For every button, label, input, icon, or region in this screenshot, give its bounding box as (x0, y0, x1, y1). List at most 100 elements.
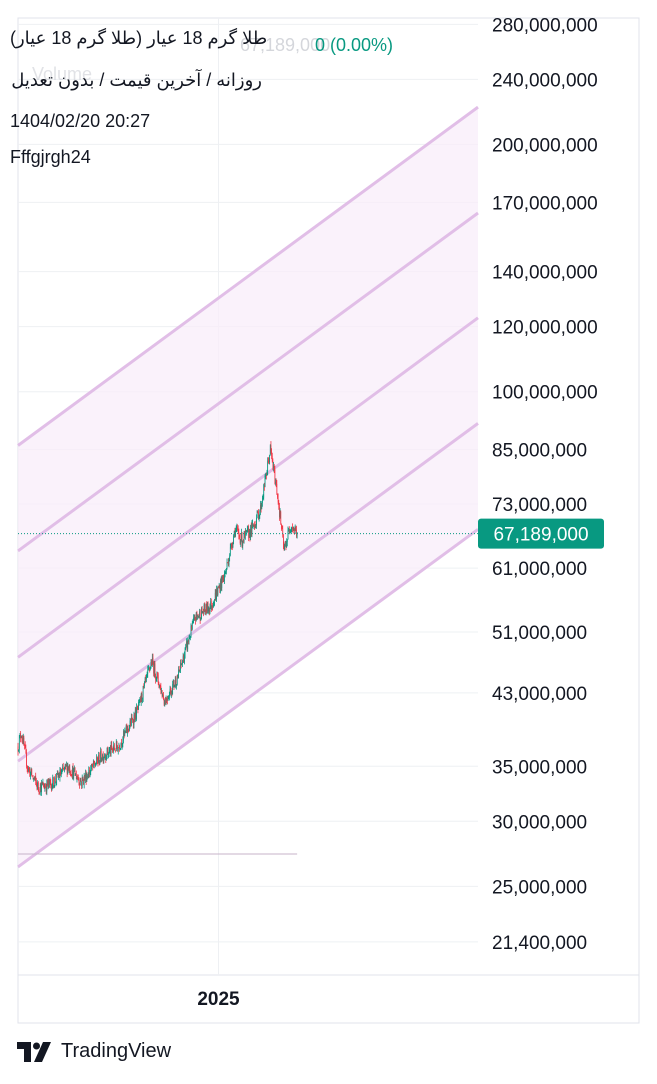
parallel-channel[interactable] (17, 105, 479, 869)
candle-body (285, 544, 287, 548)
candle-body (82, 777, 84, 780)
candle-body (181, 663, 183, 665)
candle-body (131, 717, 132, 726)
candle-body (49, 779, 50, 785)
candle-body (70, 772, 71, 774)
candle-body (251, 524, 253, 534)
candle-body (34, 778, 35, 780)
time-tick-label: 2025 (197, 989, 240, 1010)
candle-body (138, 701, 139, 710)
candle-body (161, 690, 163, 697)
candle-body (88, 770, 90, 778)
candle-body (26, 766, 28, 768)
candle-body (166, 697, 168, 700)
price-tick-label: 25,000,000 (492, 877, 587, 898)
candle-body (71, 775, 73, 776)
candle-body (281, 524, 282, 529)
candle-body (294, 528, 295, 531)
candle-body (161, 690, 162, 694)
candle-body (260, 504, 262, 509)
candle-body (112, 749, 114, 751)
candle-body (56, 773, 58, 782)
candle-body (264, 484, 265, 487)
channel-line (17, 105, 479, 447)
price-tick-label: 43,000,000 (492, 684, 587, 705)
candle-body (229, 547, 231, 556)
candle-body (197, 615, 199, 618)
candle-body (271, 455, 273, 462)
candle-body (245, 530, 247, 532)
candle-body (283, 545, 285, 550)
candle-body (178, 669, 179, 679)
candle-body (126, 726, 128, 733)
candle-body (162, 695, 164, 697)
candle-body (214, 599, 215, 605)
candle-body (141, 693, 143, 700)
candle-body (235, 529, 237, 530)
candle-body (104, 757, 105, 758)
author-name: Fffgjrgh24 (10, 147, 91, 167)
candle-body (233, 535, 234, 543)
candle-body (87, 776, 89, 778)
price-tick-label: 85,000,000 (492, 441, 587, 462)
footer-brand: TradingView (17, 1040, 171, 1063)
candle-body (291, 527, 293, 529)
candle-body (246, 530, 248, 532)
candle-body (61, 769, 63, 773)
candle-body (179, 669, 181, 672)
candle-body (227, 562, 229, 563)
candle-body (221, 575, 223, 588)
candle-body (220, 580, 222, 588)
candle-body (147, 669, 149, 674)
candle-body (241, 532, 243, 546)
candle-body (188, 639, 189, 642)
candle-body (222, 575, 223, 580)
candle-body (158, 682, 160, 687)
candle-body (51, 786, 53, 791)
candle-body (288, 530, 290, 533)
tradingview-logo-icon (17, 1041, 51, 1062)
candle-body (100, 751, 101, 761)
candle-body (277, 493, 278, 498)
candle-body (129, 726, 130, 731)
candle-body (206, 603, 208, 613)
candle-body (94, 765, 96, 767)
price-tick-label: 240,000,000 (492, 70, 598, 91)
candle-body (133, 714, 135, 725)
candle-body (112, 748, 113, 750)
candle-body (201, 608, 202, 620)
candle-body (58, 775, 59, 777)
candle-body (103, 757, 105, 761)
candle-body (79, 780, 81, 786)
candle-body (239, 535, 240, 538)
candle-body (66, 764, 67, 766)
price-tick-label: 170,000,000 (492, 193, 598, 214)
snapshot-datetime: 1404/02/20 20:27 (10, 111, 151, 131)
brand-name: TradingView (61, 1040, 172, 1062)
candle-body (182, 656, 184, 662)
candle-body (109, 748, 111, 751)
candle-body (54, 777, 56, 786)
candle-body (70, 773, 72, 776)
candle-body (131, 717, 133, 719)
candle-body (123, 731, 125, 735)
candle-body (174, 684, 175, 687)
candle-body (165, 697, 167, 705)
candle-body (269, 445, 271, 455)
candle-body (35, 780, 37, 784)
candle-body (255, 524, 257, 526)
candle-body (17, 746, 19, 752)
candle-body (115, 741, 117, 751)
candle-body (256, 517, 257, 526)
candle-body (39, 791, 40, 793)
candle-body (259, 511, 261, 516)
candle-body (68, 767, 70, 770)
candle-body (25, 748, 27, 753)
candle-body (127, 726, 129, 730)
candle-body (41, 782, 43, 785)
candle-body (51, 784, 52, 791)
candle-body (160, 686, 162, 694)
candle-body (43, 782, 44, 788)
channel-line (17, 211, 479, 553)
